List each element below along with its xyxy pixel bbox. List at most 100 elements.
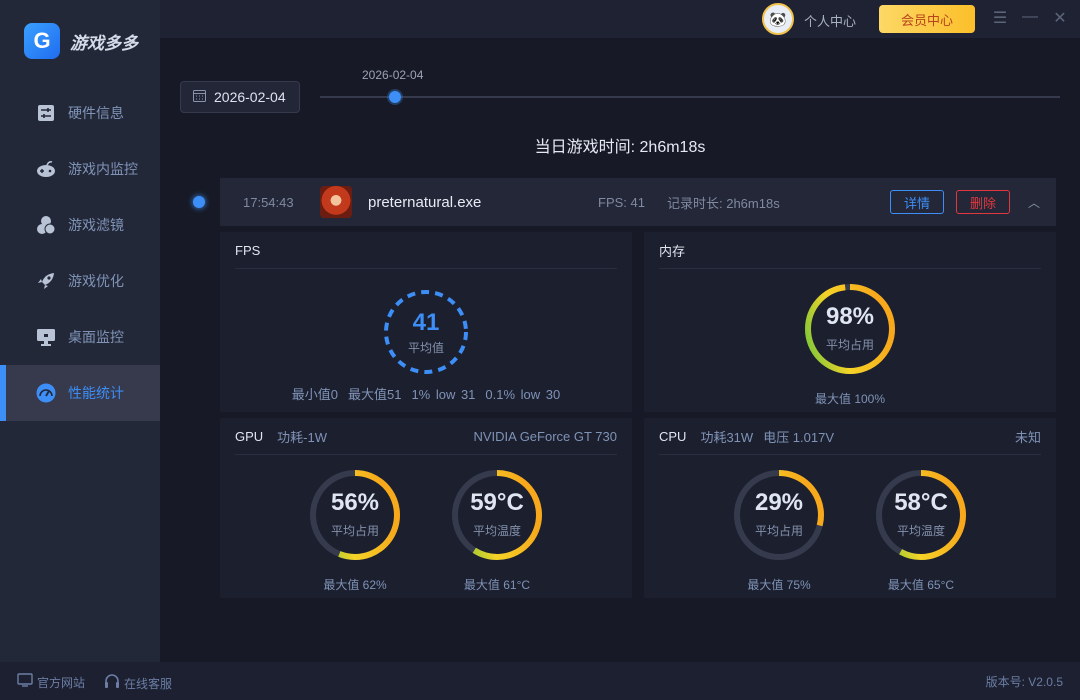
fps-avg-label: 平均值 bbox=[407, 341, 444, 355]
daily-play-time-value: 2h6m18s bbox=[639, 139, 706, 156]
gauge-arc bbox=[452, 470, 542, 560]
rocket-icon bbox=[36, 271, 56, 291]
calendar-icon bbox=[193, 89, 206, 105]
sidebar-item-label: 性能统计 bbox=[68, 385, 124, 401]
gauge-arc bbox=[310, 470, 400, 560]
app-logo: G 游戏多多 bbox=[24, 23, 138, 59]
sidebar-item-filter[interactable]: 游戏滤镜 bbox=[0, 197, 160, 253]
cpu-usage-max: 最大值 75% bbox=[747, 578, 811, 592]
gauge-arc bbox=[876, 470, 966, 560]
gamepad-icon bbox=[36, 159, 56, 179]
timeline-marker-label: 2026-02-04 bbox=[362, 68, 424, 82]
fps-01-low: 0.1% low 30 bbox=[485, 387, 561, 402]
user-center-link[interactable]: 个人中心 bbox=[804, 14, 857, 29]
cpu-model: 未知 bbox=[1014, 429, 1041, 445]
gpu-temp-label: 平均温度 bbox=[472, 524, 521, 538]
session-exe: preternatural.exe bbox=[368, 193, 482, 211]
sidebar-item-label: 游戏优化 bbox=[68, 273, 124, 289]
sidebar-item-label: 硬件信息 bbox=[68, 105, 124, 121]
fps-min: 最小值0 bbox=[291, 387, 338, 402]
game-icon bbox=[320, 186, 352, 218]
headset-icon bbox=[104, 673, 120, 694]
cpu-panel: CPU 功耗31W 电压 1.017V 未知 29% 平均占用 最大值 75% 58°… bbox=[644, 418, 1056, 598]
vip-center-button[interactable]: 会员中心 bbox=[879, 5, 975, 33]
gpu-title: GPU bbox=[235, 428, 264, 444]
sidebar-item-label: 游戏内监控 bbox=[68, 161, 138, 177]
detail-button[interactable]: 详情 bbox=[890, 190, 944, 214]
timeline-track[interactable] bbox=[320, 96, 1060, 98]
session-time: 17:54:43 bbox=[243, 194, 294, 210]
cpu-voltage: 电压 1.017V bbox=[763, 429, 835, 445]
fps-title: FPS bbox=[235, 242, 261, 258]
footer-bar: 官方网站 在线客服 版本号: V2.0.5 bbox=[0, 662, 1080, 700]
sidebar-item-performance-stats[interactable]: 性能统计 bbox=[0, 365, 160, 421]
sidebar-item-desktop-monitor[interactable]: 桌面监控 bbox=[0, 309, 160, 365]
memory-label: 平均占用 bbox=[825, 338, 874, 352]
sidebar-item-ingame-monitor[interactable]: 游戏内监控 bbox=[0, 141, 160, 197]
memory-value: 98% bbox=[825, 303, 875, 330]
cpu-temp-max: 最大值 65°C bbox=[887, 578, 955, 592]
memory-panel: 内存 98% 平均占用 最大值 100% bbox=[644, 232, 1056, 412]
gpu-temp-max: 最大值 61°C bbox=[463, 578, 531, 592]
memory-gauge: 98% 平均占用 bbox=[802, 281, 898, 377]
daily-play-time: 当日游戏时间: 2h6m18s bbox=[0, 133, 1080, 157]
delete-button[interactable]: 删除 bbox=[956, 190, 1010, 214]
session-fps: FPS: 41 bbox=[598, 194, 645, 210]
user-avatar[interactable]: 🐼 bbox=[762, 3, 794, 35]
cpu-temp-label: 平均温度 bbox=[896, 524, 945, 538]
session-duration: 记录时长: 2h6m18s bbox=[667, 195, 780, 211]
gpu-usage-label: 平均占用 bbox=[330, 524, 379, 538]
sliders-icon bbox=[36, 103, 56, 123]
gpu-temp-value: 59°C bbox=[470, 489, 524, 516]
timeline-dot bbox=[193, 196, 205, 208]
gpu-usage-max: 最大值 62% bbox=[323, 578, 387, 592]
cpu-usage-gauge: 29% 平均占用 bbox=[731, 467, 827, 563]
version-label: 版本号: V2.0.5 bbox=[985, 675, 1063, 689]
fps-max: 最大值51 bbox=[347, 387, 402, 402]
cpu-usage-value: 29% bbox=[754, 489, 804, 516]
minimize-icon[interactable]: — bbox=[1022, 8, 1038, 25]
fps-panel: FPS 41 平均值 最小值0 最大值51 1% low 31 0.1% low 30 bbox=[220, 232, 632, 412]
sidebar-item-label: 游戏滤镜 bbox=[68, 217, 124, 233]
gauge-arc bbox=[734, 470, 824, 560]
monitor-icon bbox=[36, 327, 56, 347]
fps-stats: 最小值0 最大值51 1% low 31 0.1% low 30 bbox=[220, 384, 632, 403]
cpu-temp-gauge: 58°C 平均温度 bbox=[873, 467, 969, 563]
session-row: 17:54:43 preternatural.exe FPS: 41 记录时长:… bbox=[220, 178, 1056, 226]
online-support-link[interactable]: 在线客服 bbox=[104, 673, 172, 694]
fps-1-low: 1% low 31 bbox=[411, 387, 476, 402]
official-website-link[interactable]: 官方网站 bbox=[17, 673, 85, 691]
chevron-up-icon[interactable]: ︿ bbox=[1028, 195, 1041, 210]
fps-avg-value: 41 bbox=[412, 309, 440, 336]
gpu-usage-gauge: 56% 平均占用 bbox=[307, 467, 403, 563]
gpu-model: NVIDIA GeForce GT 730 bbox=[473, 428, 617, 444]
monitor-icon bbox=[17, 673, 33, 691]
official-website-label: 官方网站 bbox=[37, 675, 86, 690]
cpu-title: CPU bbox=[659, 428, 687, 444]
filter-circles-icon bbox=[36, 215, 56, 235]
gauge-arc bbox=[805, 284, 895, 374]
date-picker[interactable]: 2026-02-04 bbox=[180, 81, 300, 113]
online-support-label: 在线客服 bbox=[124, 677, 173, 691]
close-icon[interactable]: ✕ bbox=[1053, 10, 1067, 27]
app-name: 游戏多多 bbox=[70, 33, 138, 53]
fps-gauge: 41 平均值 bbox=[378, 284, 474, 380]
gpu-temp-gauge: 59°C 平均温度 bbox=[449, 467, 545, 563]
cpu-usage-label: 平均占用 bbox=[754, 524, 803, 538]
cpu-temp-value: 58°C bbox=[894, 489, 948, 516]
sidebar-item-label: 桌面监控 bbox=[68, 329, 124, 345]
memory-title: 内存 bbox=[659, 243, 686, 259]
menu-icon[interactable]: ☰ bbox=[992, 10, 1008, 27]
gpu-power: 功耗-1W bbox=[277, 429, 328, 445]
sidebar-item-hardware[interactable]: 硬件信息 bbox=[0, 85, 160, 141]
memory-max: 最大值 100% bbox=[814, 392, 886, 406]
daily-play-time-label: 当日游戏时间: bbox=[534, 139, 636, 156]
gpu-usage-value: 56% bbox=[330, 489, 380, 516]
logo-icon: G bbox=[24, 23, 60, 59]
speedometer-icon bbox=[36, 383, 56, 403]
sidebar-item-optimize[interactable]: 游戏优化 bbox=[0, 253, 160, 309]
gpu-panel: GPU 功耗-1W NVIDIA GeForce GT 730 56% 平均占用 最… bbox=[220, 418, 632, 598]
timeline-handle[interactable] bbox=[389, 91, 401, 103]
date-value: 2026-02-04 bbox=[214, 89, 286, 105]
cpu-power: 功耗31W bbox=[700, 429, 754, 445]
